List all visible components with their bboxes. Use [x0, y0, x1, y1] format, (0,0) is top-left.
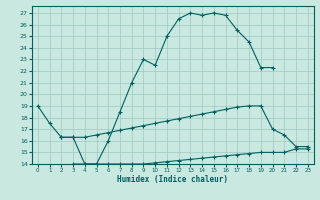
X-axis label: Humidex (Indice chaleur): Humidex (Indice chaleur) [117, 175, 228, 184]
